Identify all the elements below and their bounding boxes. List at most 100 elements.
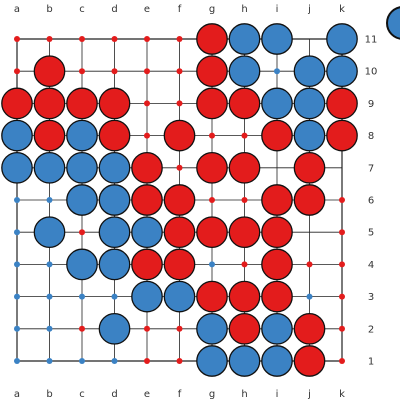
blue-stone — [33, 151, 66, 184]
red-stone — [228, 216, 261, 249]
empty-point-dot — [111, 358, 118, 364]
empty-point-dot — [111, 36, 118, 42]
empty-point-dot — [79, 36, 85, 42]
empty-point-dot — [14, 36, 20, 42]
blue-stone — [98, 312, 131, 345]
blue-stone — [196, 345, 228, 377]
empty-point-dot — [339, 229, 345, 236]
red-stone — [163, 248, 196, 281]
column-label-top: f — [178, 4, 182, 15]
blue-stone — [261, 312, 293, 345]
column-label-bottom: c — [79, 389, 85, 400]
red-stone — [261, 184, 293, 216]
row-label-right: 3 — [368, 292, 374, 303]
blue-stone — [98, 151, 131, 184]
empty-point-dot — [46, 293, 53, 300]
column-label-top: j — [307, 4, 311, 15]
red-stone — [196, 23, 228, 55]
empty-point-dot — [306, 293, 313, 300]
empty-point-dot — [14, 325, 20, 332]
row-label-right: 10 — [365, 67, 378, 78]
empty-point-dot — [241, 197, 248, 203]
red-stone — [33, 119, 66, 152]
blue-stone — [98, 184, 131, 216]
red-stone — [98, 87, 131, 120]
empty-point-dot — [46, 325, 53, 332]
red-stone — [131, 151, 163, 184]
blue-stone — [98, 248, 131, 281]
empty-point-dot — [14, 293, 20, 300]
empty-point-dot — [46, 261, 53, 268]
column-label-bottom: i — [276, 389, 279, 400]
empty-point-dot — [46, 358, 53, 364]
empty-point-dot — [14, 197, 20, 203]
column-label-bottom: a — [14, 389, 20, 400]
empty-point-dot — [46, 36, 53, 42]
red-stone — [98, 119, 131, 152]
empty-point-dot — [144, 36, 150, 42]
empty-point-dot — [46, 197, 53, 203]
column-label-top: d — [111, 4, 117, 15]
blue-stone — [131, 280, 163, 313]
red-stone — [196, 216, 228, 249]
red-stone — [163, 184, 196, 216]
red-stone — [293, 151, 326, 184]
red-stone — [131, 184, 163, 216]
red-stone — [33, 87, 66, 120]
red-stone — [228, 87, 261, 120]
row-label-right: 5 — [368, 228, 374, 239]
blue-stone — [261, 87, 293, 120]
empty-point-dot — [79, 325, 85, 332]
row-label-right: 8 — [368, 131, 374, 142]
empty-point-dot — [14, 229, 20, 236]
row-label-right: 7 — [368, 163, 374, 174]
red-stone — [228, 280, 261, 313]
red-stone — [293, 345, 326, 377]
empty-point-dot — [144, 358, 150, 364]
red-stone — [196, 280, 228, 313]
red-stone — [228, 312, 261, 345]
empty-point-dot — [241, 261, 248, 268]
red-stone — [261, 119, 293, 152]
column-label-bottom: f — [178, 389, 182, 400]
empty-point-dot — [144, 68, 150, 75]
column-label-top: c — [79, 4, 85, 15]
empty-point-dot — [176, 164, 183, 171]
blue-stone — [98, 216, 131, 249]
column-label-top: k — [339, 4, 345, 15]
empty-point-dot — [111, 293, 118, 300]
red-stone — [326, 119, 358, 152]
blue-stone — [66, 248, 98, 281]
column-label-top: b — [46, 4, 52, 15]
empty-point-dot — [339, 261, 345, 268]
red-stone — [293, 312, 326, 345]
blue-stone — [261, 345, 293, 377]
column-label-top: e — [144, 4, 150, 15]
column-label-bottom: g — [209, 389, 215, 400]
red-stone — [1, 87, 33, 120]
blue-stone — [1, 151, 33, 184]
red-stone — [261, 280, 293, 313]
column-label-top: i — [276, 4, 279, 15]
blue-stone — [66, 119, 98, 152]
blue-stone — [293, 55, 326, 88]
empty-point-dot — [306, 261, 313, 268]
empty-point-dot — [176, 36, 183, 42]
empty-point-dot — [111, 68, 118, 75]
row-label-right: 11 — [365, 35, 378, 46]
empty-point-dot — [176, 68, 183, 75]
blue-stone — [196, 312, 228, 345]
empty-point-dot — [79, 229, 85, 236]
blue-stone — [66, 151, 98, 184]
empty-point-dot — [14, 261, 20, 268]
blue-stone — [228, 55, 261, 88]
column-label-bottom: h — [241, 389, 247, 400]
empty-point-dot — [339, 325, 345, 332]
blue-stone — [163, 280, 196, 313]
blue-stone — [326, 55, 358, 88]
blue-stone — [228, 345, 261, 377]
column-label-bottom: b — [46, 389, 52, 400]
empty-point-dot — [144, 325, 150, 332]
column-label-bottom: e — [144, 389, 150, 400]
